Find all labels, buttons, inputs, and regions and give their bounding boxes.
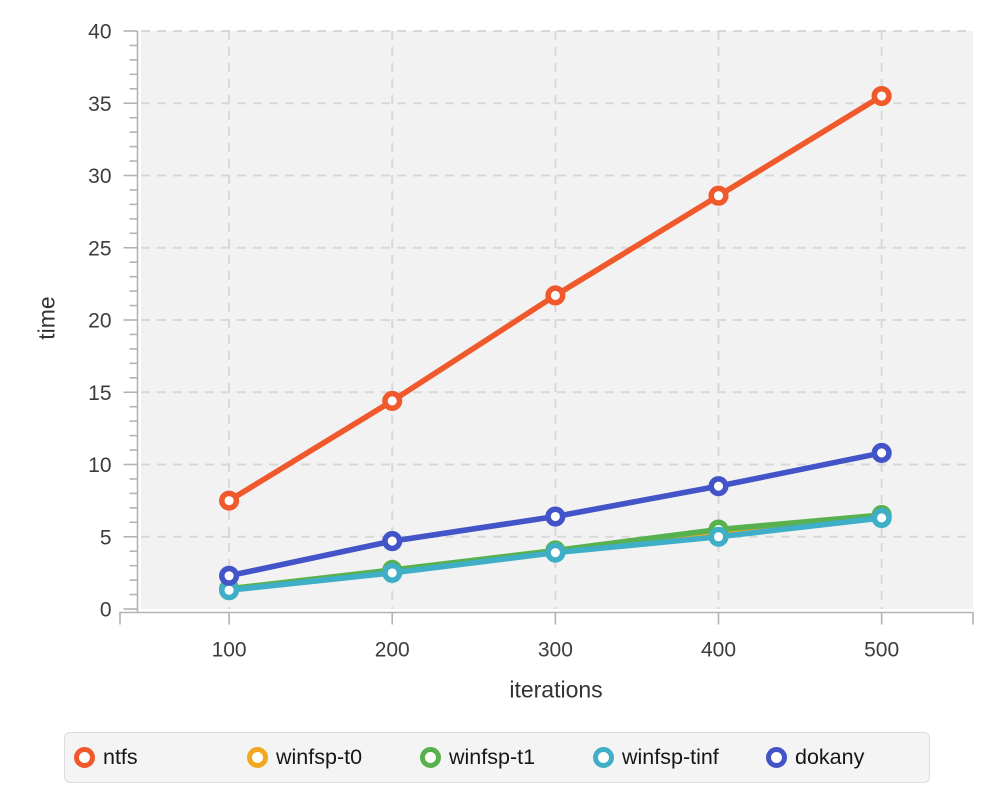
x-tick-label: 400 (701, 639, 736, 662)
x-tick-label: 200 (375, 639, 410, 662)
legend-item-winfsp-tinf[interactable]: winfsp-tinf (593, 745, 766, 770)
legend-label: ntfs (103, 745, 138, 769)
legend-label: winfsp-t0 (276, 745, 363, 769)
data-point-ntfs (219, 490, 240, 511)
legend-label: dokany (795, 745, 865, 769)
data-point-ntfs (382, 390, 403, 411)
legend: ntfs winfsp-t0 winfsp-t1 winfsp-tinf dokany (64, 732, 930, 783)
legend-marker-icon (420, 747, 441, 768)
legend-marker-icon (593, 747, 614, 768)
y-tick-label: 5 (100, 526, 112, 549)
y-tick-label: 0 (100, 599, 112, 622)
y-tick-label: 35 (88, 93, 111, 116)
x-axis-title: iterations (509, 676, 603, 703)
line-chart: 0 5 10 15 20 25 30 35 40 100 200 300 400 500 (88, 21, 974, 662)
legend-item-ntfs[interactable]: ntfs (74, 745, 247, 770)
y-tick-label: 30 (88, 165, 111, 188)
legend-item-winfsp-t0[interactable]: winfsp-t0 (247, 745, 420, 770)
data-point-dokany (545, 506, 566, 527)
data-point-winfsp-tinf (708, 526, 729, 547)
y-axis-title: time (33, 296, 60, 340)
data-point-dokany (382, 531, 403, 552)
data-point-ntfs (708, 185, 729, 206)
y-tick-label: 40 (88, 21, 111, 44)
data-point-ntfs (545, 285, 566, 306)
y-tick-label: 15 (88, 382, 111, 405)
x-tick-label: 500 (864, 639, 899, 662)
data-point-winfsp-tinf (382, 562, 403, 583)
legend-item-winfsp-t1[interactable]: winfsp-t1 (420, 745, 593, 770)
y-tick-label: 10 (88, 454, 111, 477)
legend-marker-icon (74, 747, 95, 768)
data-point-winfsp-tinf (545, 542, 566, 563)
x-tick-label: 100 (212, 639, 247, 662)
legend-marker-icon (247, 747, 268, 768)
legend-label: winfsp-t1 (449, 745, 536, 769)
y-tick-label: 20 (88, 310, 111, 333)
data-point-winfsp-tinf (871, 507, 892, 529)
x-axis-line (119, 611, 974, 625)
x-tick-label: 300 (538, 639, 573, 662)
legend-item-dokany[interactable]: dokany (766, 745, 939, 770)
data-point-dokany (708, 476, 729, 497)
data-point-dokany (871, 442, 892, 463)
data-point-ntfs (871, 85, 892, 107)
y-tick-label: 25 (88, 237, 111, 260)
legend-marker-icon (766, 747, 787, 768)
legend-label: winfsp-tinf (622, 745, 719, 769)
data-point-dokany (219, 565, 240, 586)
